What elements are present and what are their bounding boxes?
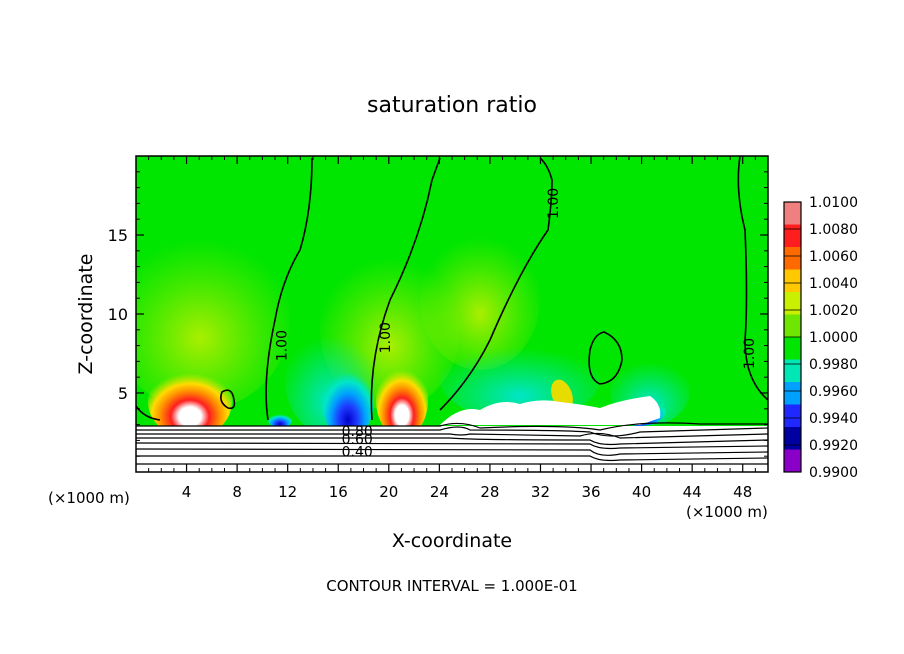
- y-tick-label: 5: [118, 384, 128, 403]
- contour-label: 0.40: [342, 444, 373, 460]
- x-axis-ticks: 4 8 12 16 20 24 28 32 36 40 44 48: [148, 156, 756, 501]
- contour-1c: [439, 157, 553, 411]
- colorbar-swatch: [784, 337, 801, 360]
- svg-text:0.60: 0.60: [342, 432, 373, 448]
- x-tick-label: 12: [278, 483, 297, 501]
- colorbar-level: 1.0100: [809, 195, 858, 211]
- colorbar-swatch: [784, 404, 801, 427]
- colorbar-swatch: [784, 202, 801, 225]
- colorbar-swatch: [784, 314, 801, 337]
- colorbar-swatch: [784, 427, 801, 450]
- colorbar-level: 0.9980: [809, 357, 858, 373]
- contour-interval-note: CONTOUR INTERVAL = 1.000E-01: [326, 577, 577, 595]
- missing-data-patches: [440, 396, 661, 425]
- field-shading: 1.00 1.00 1.00 1.00 0.800.600.40: [136, 156, 768, 472]
- colorbar-level: 1.0000: [809, 330, 858, 346]
- svg-text:1.00: 1.00: [546, 188, 562, 219]
- colorbar-level: 1.0060: [809, 249, 858, 265]
- colorbar-level: 0.9920: [809, 438, 858, 454]
- contour-labels: 1.00 1.00 1.00 1.00 0.800.600.40: [274, 188, 758, 461]
- chart-title: saturation ratio: [367, 93, 537, 118]
- x-tick-label: 8: [232, 483, 242, 501]
- x-tick-label: 24: [430, 483, 449, 501]
- contour-1b: [370, 157, 441, 421]
- contour-1d: [737, 156, 768, 401]
- x-axis-label: X-coordinate: [392, 530, 512, 552]
- moist-plume-2: [376, 362, 428, 438]
- colorbar-level: 1.0040: [809, 276, 858, 292]
- contour-label: 0.80: [342, 424, 373, 440]
- y-tick-label: 10: [108, 305, 128, 324]
- chart-title-text: saturation ratio: [367, 93, 537, 118]
- moist-band-right: [420, 230, 540, 370]
- colorbar-swatch: [784, 449, 801, 472]
- lower-contours: [136, 422, 768, 465]
- colorbar-level: 0.9960: [809, 384, 858, 400]
- x-tick-label: 4: [182, 483, 192, 501]
- colorbar-level: 0.9940: [809, 411, 858, 427]
- colorbar-swatch: [784, 382, 801, 405]
- contour-1a: [265, 157, 313, 421]
- y-axis-ticks: 5 10 15: [108, 171, 768, 457]
- x-tick-label: 20: [379, 483, 398, 501]
- x-tick-label: 28: [480, 483, 499, 501]
- x-tick-label: 48: [733, 483, 752, 501]
- moist-band-left: [136, 230, 290, 410]
- x-tick-label: 44: [683, 483, 702, 501]
- colorbar-swatch: [784, 247, 801, 270]
- svg-text:1.00: 1.00: [742, 338, 758, 369]
- y-tick-label: 15: [108, 226, 128, 245]
- y-axis-label: Z-coordinate: [75, 254, 97, 375]
- contour-label: 1.00: [274, 330, 290, 361]
- colorbar-level: 1.0020: [809, 303, 858, 319]
- x-unit-right: (×1000 m): [686, 503, 768, 521]
- contour-edge: [136, 405, 161, 421]
- colorbar-swatch: [784, 224, 801, 247]
- x-tick-label: 16: [329, 483, 348, 501]
- moist-plume-1: [148, 366, 232, 438]
- svg-text:1.00: 1.00: [274, 330, 290, 361]
- svg-text:1.00: 1.00: [378, 322, 394, 353]
- contour-label: 1.00: [378, 322, 394, 353]
- contour-label: 1.00: [742, 338, 758, 369]
- svg-text:0.80: 0.80: [342, 424, 373, 440]
- x-unit-left: (×1000 m): [48, 489, 130, 507]
- svg-text:0.40: 0.40: [342, 444, 373, 460]
- dry-pocket-3: [268, 412, 292, 428]
- x-tick-label: 32: [531, 483, 550, 501]
- contour-label: 1.00: [546, 188, 562, 219]
- colorbar: 1.0100 1.0080 1.0060 1.0040 1.0020 1.0000 0.99…: [783, 195, 858, 481]
- contour-small: [220, 389, 236, 410]
- contour-label: 0.60: [342, 432, 373, 448]
- contour-lines: [136, 156, 768, 421]
- colorbar-swatch: [784, 359, 801, 382]
- contour-closed: [588, 331, 623, 385]
- colorbar-level: 0.9900: [809, 465, 858, 481]
- dry-pocket-1: [322, 360, 374, 440]
- x-tick-label: 40: [632, 483, 651, 501]
- colorbar-level: 1.0080: [809, 222, 858, 238]
- x-tick-label: 36: [581, 483, 600, 501]
- colorbar-swatch: [784, 292, 801, 315]
- colorbar-swatch: [784, 269, 801, 292]
